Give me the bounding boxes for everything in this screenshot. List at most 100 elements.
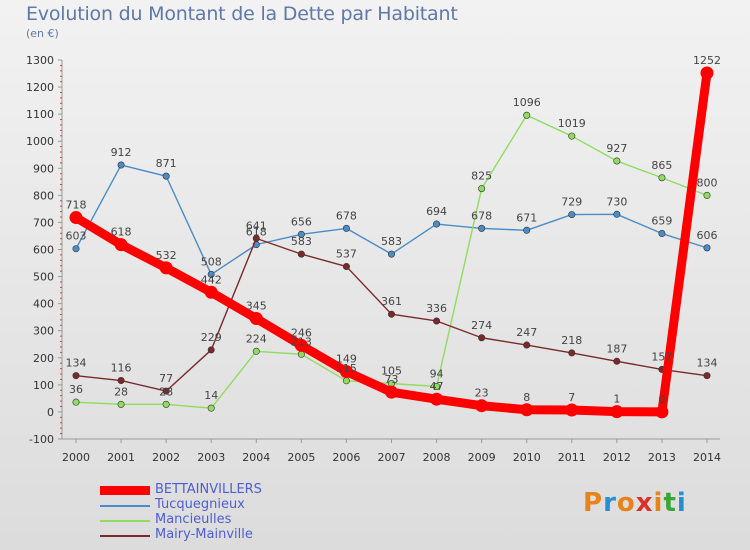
y-tick-label: 1000 <box>26 135 54 148</box>
data-label: 718 <box>66 199 87 212</box>
x-tick-label: 2009 <box>468 451 496 464</box>
data-point <box>297 230 305 238</box>
x-tick-label: 2012 <box>603 451 631 464</box>
legend-label-0: BETTAINVILLERS <box>155 482 262 497</box>
data-label: 825 <box>471 170 492 183</box>
data-label: 537 <box>336 248 357 261</box>
data-label: 134 <box>697 357 718 370</box>
x-tick-label: 2005 <box>287 451 315 464</box>
data-label: 800 <box>697 176 718 189</box>
data-label: 134 <box>66 357 87 370</box>
data-point <box>387 310 395 318</box>
data-point <box>72 372 80 380</box>
data-label: 656 <box>291 215 312 228</box>
data-label: 224 <box>246 332 267 345</box>
data-label: 865 <box>651 159 672 172</box>
data-label: 14 <box>204 389 218 402</box>
legend-label-3: Mairy-Mainville <box>155 527 253 542</box>
data-point <box>568 349 576 357</box>
data-label: 274 <box>471 319 492 332</box>
data-point <box>433 382 441 390</box>
data-point <box>655 405 669 419</box>
data-label: 23 <box>475 387 489 400</box>
y-tick-label: 500 <box>33 271 54 284</box>
data-point <box>114 238 128 252</box>
logo-letter: i <box>653 488 664 518</box>
data-label: 659 <box>651 215 672 228</box>
data-point <box>478 185 486 193</box>
data-point <box>339 365 353 379</box>
data-label: 8 <box>523 391 530 404</box>
data-point <box>162 172 170 180</box>
data-point <box>159 261 173 275</box>
data-point <box>207 346 215 354</box>
x-tick-label: 2001 <box>107 451 135 464</box>
axes: -100 0 100 200 300 400 500 600 700 800 900 1000 1100… <box>26 54 721 464</box>
data-point <box>72 398 80 406</box>
logo-letter: t <box>663 488 677 518</box>
x-tick-label: 2002 <box>152 451 180 464</box>
data-point <box>342 224 350 232</box>
data-label: 1252 <box>693 54 721 67</box>
logo-letter: P <box>583 488 604 518</box>
data-label: 583 <box>291 235 312 248</box>
x-tick-label: 2004 <box>242 451 270 464</box>
y-tick-label: 700 <box>33 216 54 229</box>
logo-letter: o <box>616 488 636 518</box>
data-point <box>69 211 83 225</box>
data-point <box>249 312 263 326</box>
data-point <box>207 270 215 278</box>
data-point <box>658 174 666 182</box>
series-layer <box>69 66 714 419</box>
data-point <box>117 161 125 169</box>
data-label: 105 <box>381 365 402 378</box>
data-point <box>297 250 305 258</box>
data-point <box>520 403 534 417</box>
x-tick-label: 2003 <box>197 451 225 464</box>
data-point <box>703 191 711 199</box>
data-point <box>703 244 711 252</box>
data-label: 678 <box>471 209 492 222</box>
data-label: 36 <box>69 383 83 396</box>
data-label: 116 <box>111 362 132 375</box>
data-point <box>523 226 531 234</box>
data-point <box>475 399 489 413</box>
y-tick-label: 1100 <box>26 108 54 121</box>
chart-title: Evolution du Montant de la Dette par Hab… <box>26 3 458 25</box>
data-label: 149 <box>336 353 357 366</box>
data-point <box>700 66 714 80</box>
y-tick-label: 0 <box>47 406 54 419</box>
data-point <box>613 357 621 365</box>
data-label: 0 <box>658 393 665 406</box>
data-label: 247 <box>516 326 537 339</box>
data-point <box>433 317 441 325</box>
data-point <box>162 400 170 408</box>
y-tick-label: 200 <box>33 352 54 365</box>
x-tick-label: 2000 <box>62 451 90 464</box>
data-label: 603 <box>66 230 87 243</box>
data-label: 94 <box>430 367 444 380</box>
data-label: 678 <box>336 209 357 222</box>
data-point <box>72 245 80 253</box>
data-label: 336 <box>426 302 447 315</box>
data-label: 7 <box>568 391 575 404</box>
data-label: 730 <box>606 195 627 208</box>
data-point <box>204 285 218 299</box>
y-tick-label: 900 <box>33 162 54 175</box>
x-tick-label: 2014 <box>693 451 721 464</box>
data-label: 73 <box>385 373 399 386</box>
x-tick-label: 2011 <box>558 451 586 464</box>
y-tick-label: 800 <box>33 189 54 202</box>
legend-swatch-1 <box>100 505 150 507</box>
legend-swatch-3 <box>100 535 150 537</box>
data-label: 641 <box>246 219 267 232</box>
y-tick-label: 300 <box>33 325 54 338</box>
proxiti-logo: Proxiti <box>583 488 687 518</box>
data-label: 912 <box>111 146 132 159</box>
legend-swatch-2 <box>100 520 150 522</box>
logo-letter: i <box>676 488 687 518</box>
data-label: 729 <box>561 196 582 209</box>
data-label: 508 <box>201 255 222 268</box>
